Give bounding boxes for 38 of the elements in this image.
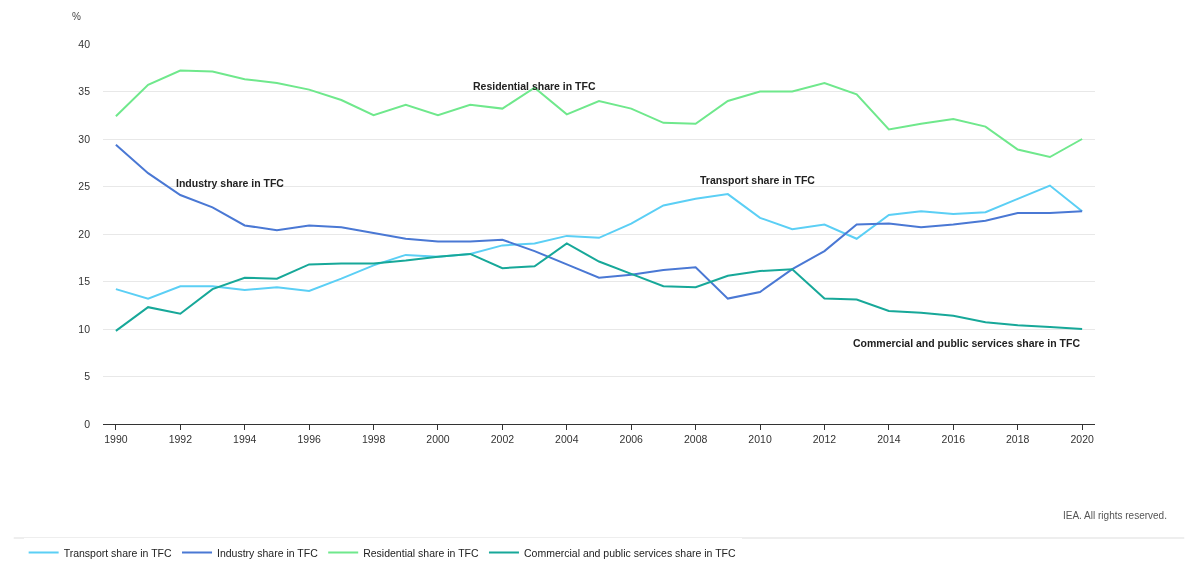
y-tick-label: 30 <box>78 132 91 145</box>
x-tick-label: 2002 <box>490 432 515 445</box>
x-tick-label: 2014 <box>877 432 901 445</box>
y-tick-label: 10 <box>78 322 91 335</box>
legend-label: Industry share in TFC <box>217 546 319 559</box>
y-tick-label: 15 <box>78 275 91 288</box>
x-tick-label: 2010 <box>748 432 772 445</box>
x-tick-label: 1998 <box>361 432 386 445</box>
x-tick-label: 2006 <box>619 432 644 445</box>
annotation: Transport share in TFC <box>700 174 816 186</box>
x-tick-label: 1994 <box>233 432 257 445</box>
x-tick-label: 1992 <box>168 432 193 445</box>
legend-label: Transport share in TFC <box>63 546 173 559</box>
x-tick-label: 2008 <box>683 432 708 445</box>
y-tick-label: 35 <box>78 85 91 98</box>
annotation: Industry share in TFC <box>176 177 285 189</box>
x-tick-label: 2018 <box>1006 432 1030 445</box>
line-series <box>114 69 1084 159</box>
x-tick-label: 1996 <box>297 432 321 445</box>
legend-label: Residential share in TFC <box>363 546 479 559</box>
x-tick-label: 2016 <box>941 432 966 445</box>
line-series <box>114 143 1084 300</box>
x-tick-label: 1990 <box>104 432 128 445</box>
line-series <box>114 242 1084 332</box>
annotation: Residential share in TFC <box>473 80 596 92</box>
y-tick-label: 5 <box>84 370 91 383</box>
legend-label: Commercial and public services share in TFC <box>523 546 737 559</box>
y-axis-title: % <box>72 11 81 22</box>
x-tick-label: 2004 <box>555 432 579 445</box>
x-tick-label: 2012 <box>812 432 837 445</box>
x-tick-label: 2000 <box>426 432 450 445</box>
y-tick-label: 25 <box>78 180 91 193</box>
x-tick-label: 2020 <box>1070 432 1094 445</box>
annotation: Commercial and public services share in TFC <box>853 337 1081 349</box>
y-tick-label: 0 <box>84 417 91 430</box>
y-tick-label: 40 <box>78 37 91 50</box>
text: IEA. All rights reserved. <box>1063 510 1167 521</box>
y-tick-label: 20 <box>78 227 91 240</box>
